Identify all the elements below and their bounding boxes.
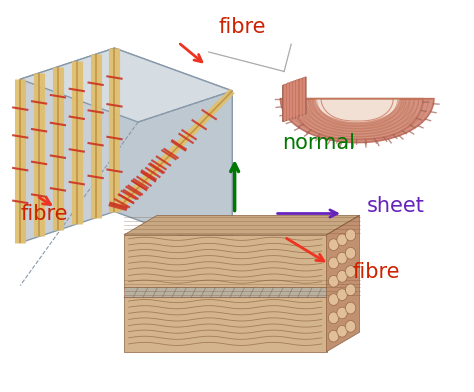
Ellipse shape [328, 257, 339, 269]
Text: fibre: fibre [218, 17, 265, 37]
Ellipse shape [328, 312, 339, 324]
Ellipse shape [328, 239, 339, 250]
Text: sheet: sheet [366, 196, 424, 216]
Polygon shape [124, 235, 327, 289]
Text: fibre: fibre [353, 262, 400, 282]
Polygon shape [20, 48, 115, 243]
Ellipse shape [337, 252, 347, 264]
Polygon shape [20, 48, 232, 122]
Polygon shape [327, 216, 359, 352]
Polygon shape [327, 215, 359, 235]
Ellipse shape [346, 247, 356, 259]
Ellipse shape [346, 229, 356, 241]
Polygon shape [124, 287, 327, 297]
Ellipse shape [346, 321, 356, 332]
Polygon shape [315, 99, 399, 123]
Polygon shape [124, 297, 327, 352]
Ellipse shape [346, 302, 356, 314]
Ellipse shape [337, 234, 347, 246]
Ellipse shape [328, 330, 339, 342]
Ellipse shape [337, 270, 347, 282]
Ellipse shape [346, 266, 356, 278]
Ellipse shape [337, 307, 347, 319]
Text: normal: normal [282, 133, 355, 153]
Polygon shape [283, 77, 306, 122]
Ellipse shape [337, 289, 347, 301]
Ellipse shape [346, 284, 356, 296]
Ellipse shape [328, 294, 339, 305]
Polygon shape [124, 278, 359, 297]
Ellipse shape [337, 325, 347, 337]
Polygon shape [124, 216, 359, 235]
Polygon shape [115, 48, 232, 254]
Text: fibre: fibre [20, 203, 68, 223]
Polygon shape [281, 99, 434, 143]
Ellipse shape [328, 276, 339, 287]
